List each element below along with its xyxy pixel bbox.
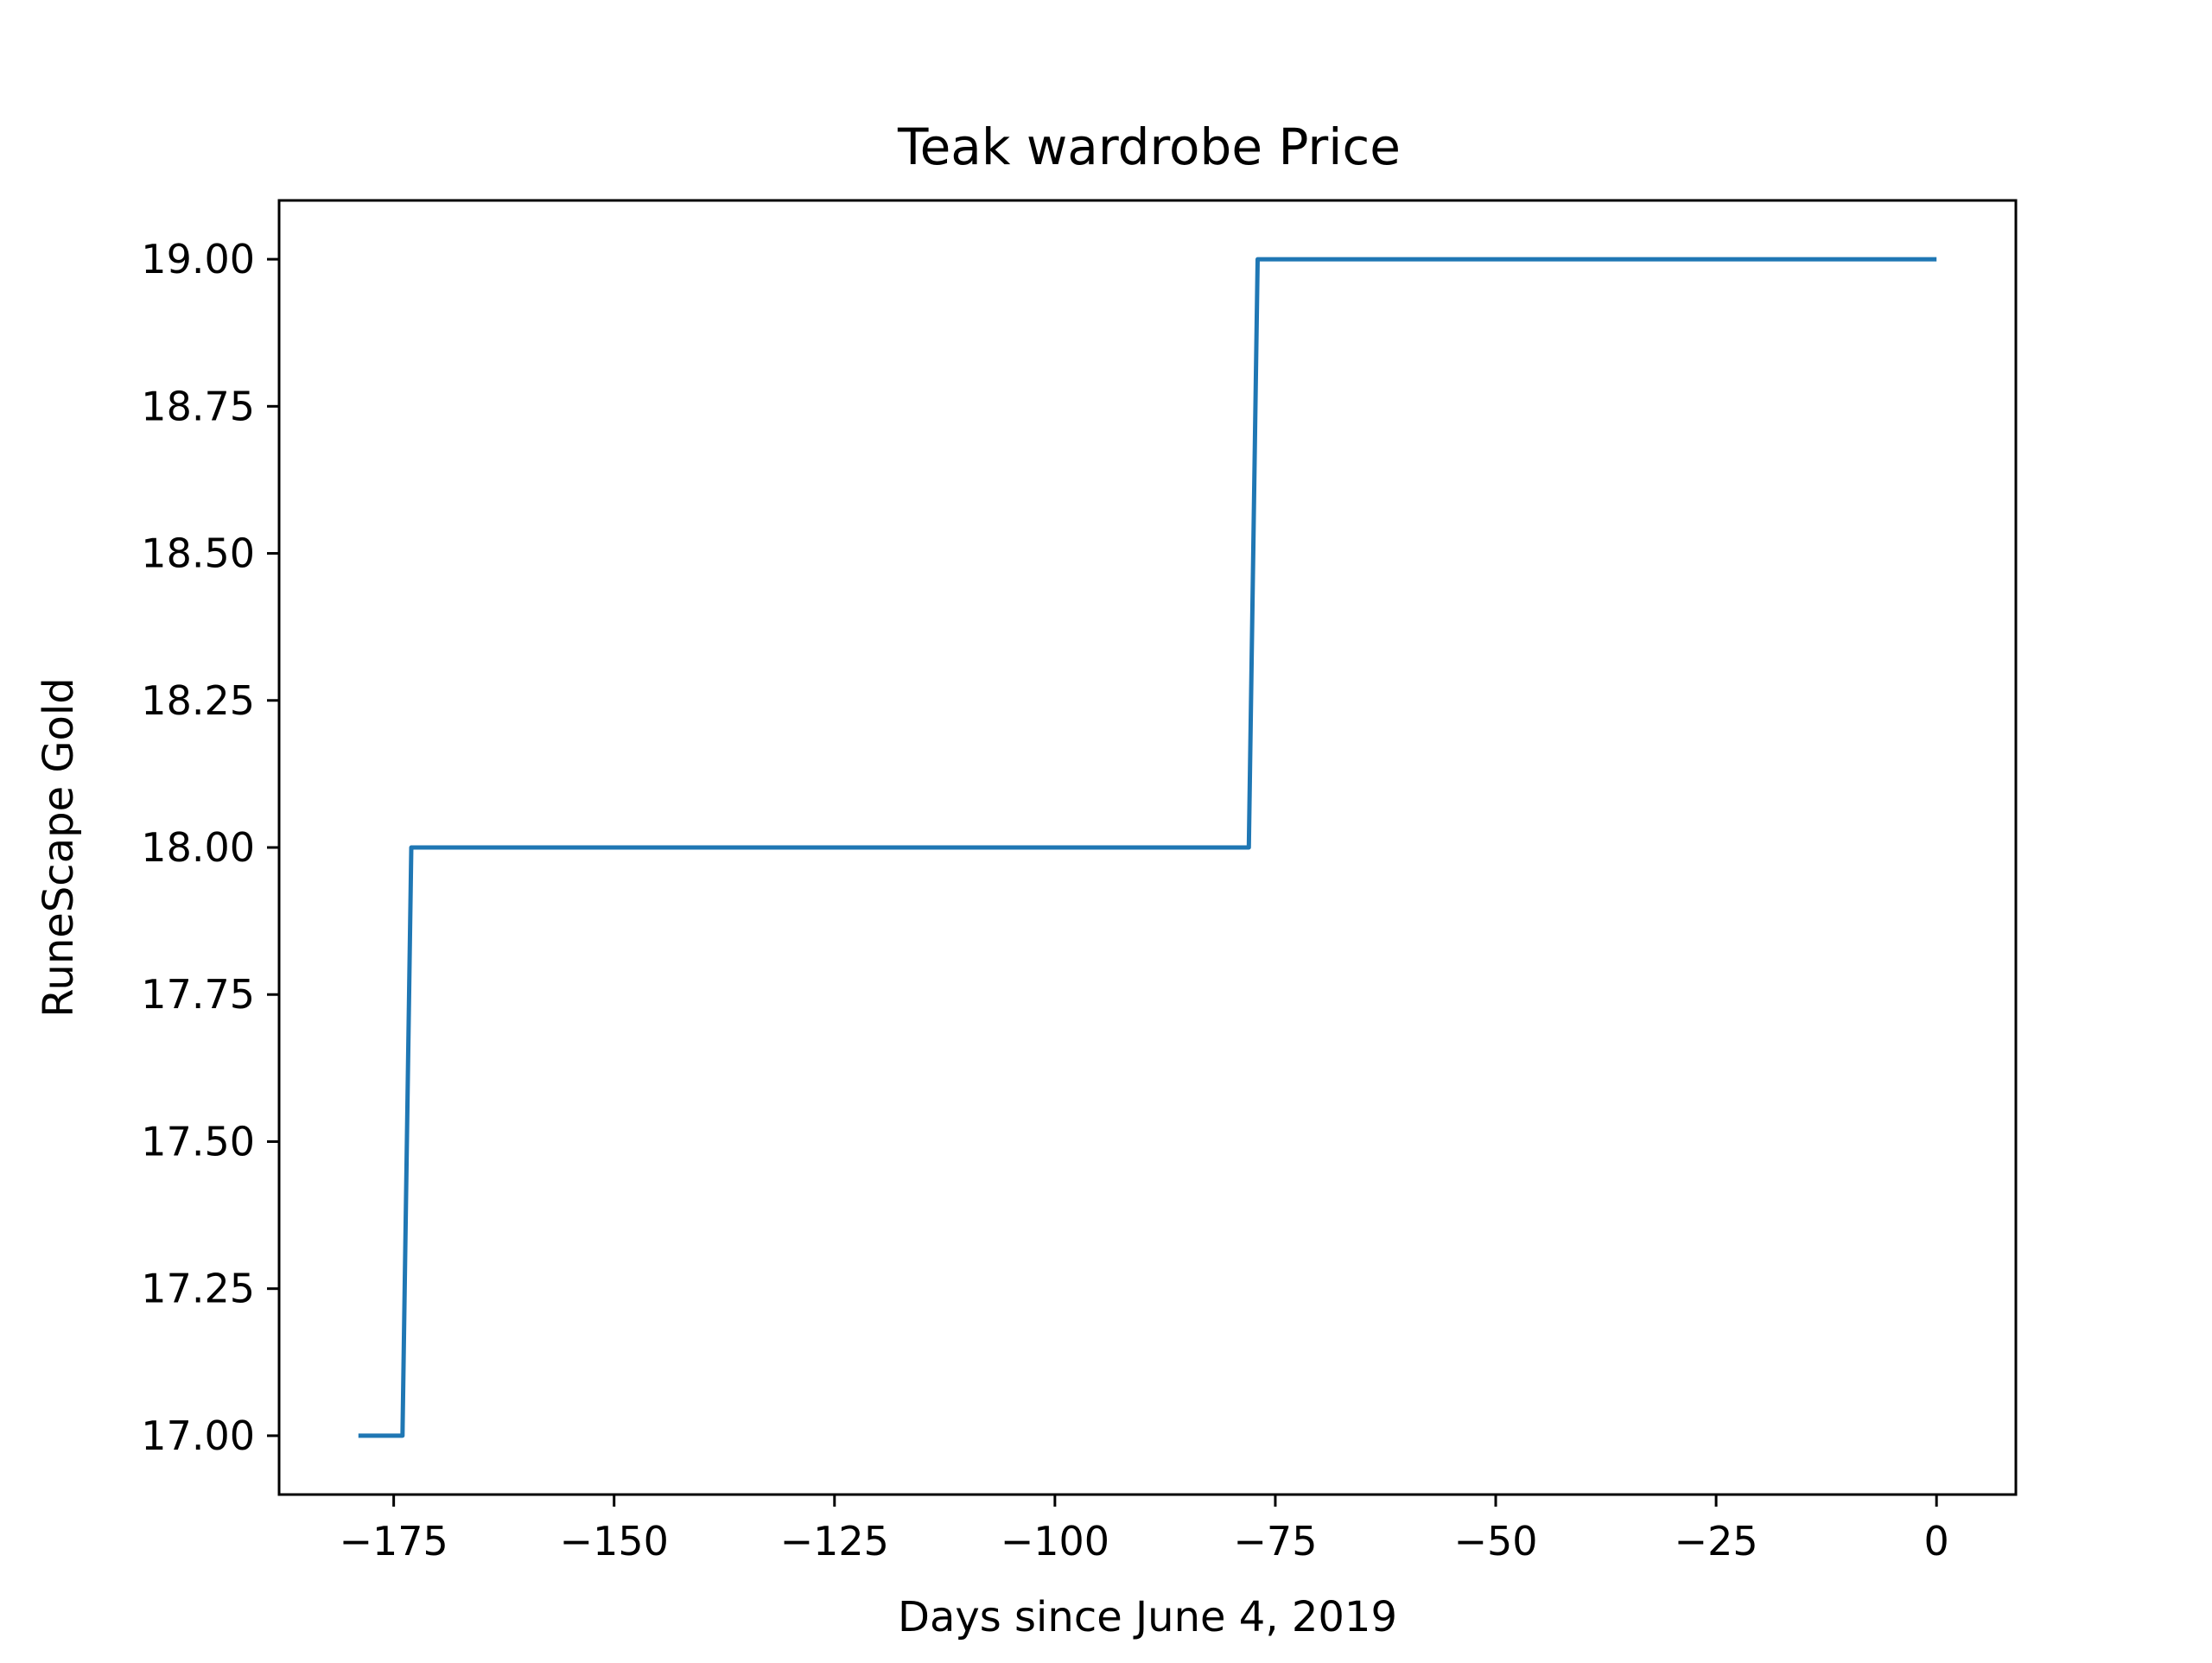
y-tick-label: 17.00 — [141, 1412, 255, 1459]
x-tick-label: −150 — [560, 1518, 669, 1565]
y-tick-label: 19.00 — [141, 236, 255, 282]
chart-title: Teak wardrobe Price — [897, 117, 1401, 176]
y-tick-label: 17.25 — [141, 1266, 255, 1312]
x-tick-label: −25 — [1675, 1518, 1758, 1565]
y-tick-label: 18.25 — [141, 677, 255, 724]
x-tick-label: −100 — [1001, 1518, 1109, 1565]
y-tick-label: 17.75 — [141, 971, 255, 1018]
y-tick-label: 18.00 — [141, 824, 255, 871]
y-tick-label: 18.75 — [141, 383, 255, 429]
x-tick-label: −75 — [1233, 1518, 1317, 1565]
x-tick-label: −175 — [339, 1518, 448, 1565]
x-tick-label: −50 — [1453, 1518, 1537, 1565]
y-tick-label: 18.50 — [141, 530, 255, 577]
y-axis-label: RuneScape Gold — [35, 677, 83, 1017]
x-axis-label: Days since June 4, 2019 — [898, 1593, 1397, 1641]
y-tick-label: 17.50 — [141, 1118, 255, 1165]
x-tick-label: −125 — [780, 1518, 889, 1565]
series-line-0 — [358, 257, 1937, 1438]
x-tick-label: 0 — [1924, 1518, 1949, 1565]
